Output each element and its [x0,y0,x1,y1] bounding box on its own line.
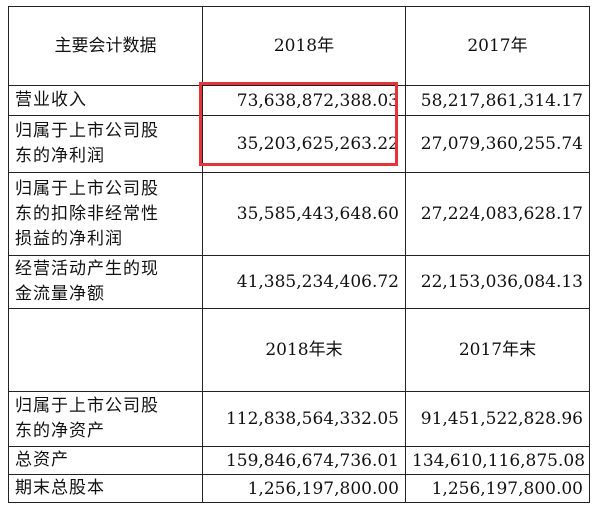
row-label-line: 归属于上市公司股 [15,396,159,416]
row-label: 营业收入 [8,85,203,116]
value-2017-end: 91,451,522,828.96 [405,391,590,447]
subheader-2017-end-cell: 2017年末 [405,308,590,392]
value-2017: 27,079,360,255.74 [405,115,590,173]
row-label-line: 东的净资产 [15,421,105,441]
row-label: 归属于上市公司股 东的扣除非经常性 损益的净利润 [8,172,203,256]
header-2018-cell: 2018年 [202,6,406,86]
row-label-line: 营业收入 [15,90,87,110]
value-2018: 73,638,872,388.03 [202,85,406,116]
row-label-line: 归属于上市公司股 [15,178,159,199]
row-label-line: 总资产 [15,450,69,470]
table-row-net-profit: 归属于上市公司股 东的净利润 35,203,625,263.22 27,079,… [8,115,590,173]
row-label-line: 东的净利润 [15,146,105,166]
subheader-2018-end-cell: 2018年末 [202,308,406,392]
table-row-total-shares: 期末总股本 1,256,197,800.00 1,256,197,800.00 [8,474,590,503]
value-2018: 35,585,443,648.60 [202,172,406,256]
value-2017: 27,224,083,628.17 [405,172,590,256]
row-label: 总资产 [8,446,203,475]
value-2018: 41,385,234,406.72 [202,255,406,309]
row-label: 经营活动产生的现 金流量净额 [8,255,203,309]
row-label: 归属于上市公司股 东的净利润 [8,115,203,173]
value-2017: 22,153,036,084.13 [405,255,590,309]
table-row-net-profit-excl-nonrecurring: 归属于上市公司股 东的扣除非经常性 损益的净利润 35,585,443,648.… [8,172,590,256]
value-2018-end: 112,838,564,332.05 [202,391,406,447]
value-2017: 58,217,861,314.17 [405,85,590,116]
row-label-line: 东的扣除非经常性 [15,203,159,224]
row-label: 归属于上市公司股 东的净资产 [8,391,203,447]
value-2018-end: 159,846,674,736.01 [202,446,406,475]
row-label-line: 金流量净额 [15,284,105,304]
subheader-row: 2018年末 2017年末 [8,308,590,392]
row-label-line: 经营活动产生的现 [15,259,159,279]
key-accounting-data-table: 主要会计数据 2018年 2017年 营业收入 73,638,872,388.0… [8,6,590,503]
table-row-total-assets: 总资产 159,846,674,736.01 134,610,116,875.0… [8,446,590,475]
subheader-blank-cell [8,308,203,392]
header-label-cell: 主要会计数据 [8,6,203,86]
value-2018-end: 1,256,197,800.00 [202,474,406,503]
header-row: 主要会计数据 2018年 2017年 [8,6,590,86]
row-label: 期末总股本 [8,474,203,503]
table-row-operating-cash-flow: 经营活动产生的现 金流量净额 41,385,234,406.72 22,153,… [8,255,590,309]
header-2017-cell: 2017年 [405,6,590,86]
value-2017-end: 134,610,116,875.08 [405,446,590,475]
row-label-line: 期末总股本 [15,478,105,498]
row-label-line: 损益的净利润 [15,228,123,249]
value-2018: 35,203,625,263.22 [202,115,406,173]
row-label-line: 归属于上市公司股 [15,121,159,141]
value-2017-end: 1,256,197,800.00 [405,474,590,503]
table-row-net-assets: 归属于上市公司股 东的净资产 112,838,564,332.05 91,451… [8,391,590,447]
table-row-operating-revenue: 营业收入 73,638,872,388.03 58,217,861,314.17 [8,85,590,116]
